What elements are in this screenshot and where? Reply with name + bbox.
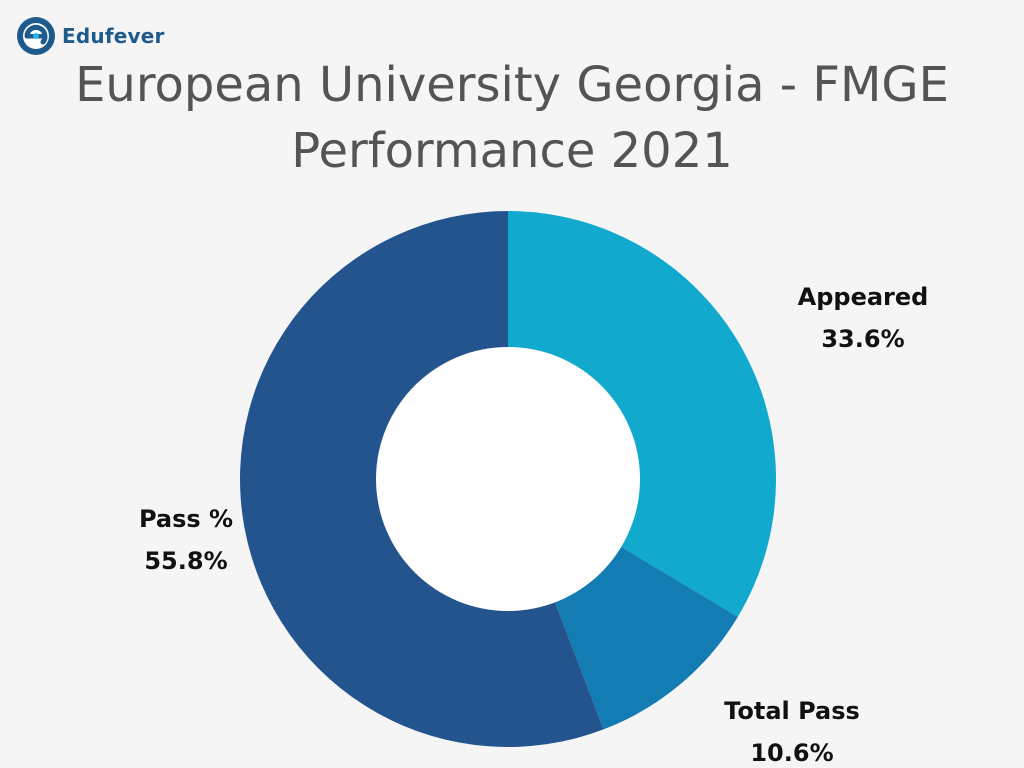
slice-labels: Appeared 33.6% Total Pass 10.6% Pass % 55.8%	[139, 283, 928, 767]
slice-label-value: 55.8%	[144, 547, 227, 575]
slice-label-value: 10.6%	[750, 739, 833, 767]
slice-label-name: Appeared	[798, 283, 929, 311]
brand-name: Edufever	[62, 24, 165, 48]
slice-label-name: Pass %	[139, 505, 233, 533]
edufever-logo-icon	[17, 17, 55, 55]
brand: Edufever	[16, 14, 165, 58]
chart-title: European University Georgia - FMGE Perfo…	[75, 57, 949, 179]
slice-label-value: 33.6%	[821, 325, 904, 353]
donut-hole	[376, 347, 640, 611]
slice-label-name: Total Pass	[724, 697, 860, 725]
